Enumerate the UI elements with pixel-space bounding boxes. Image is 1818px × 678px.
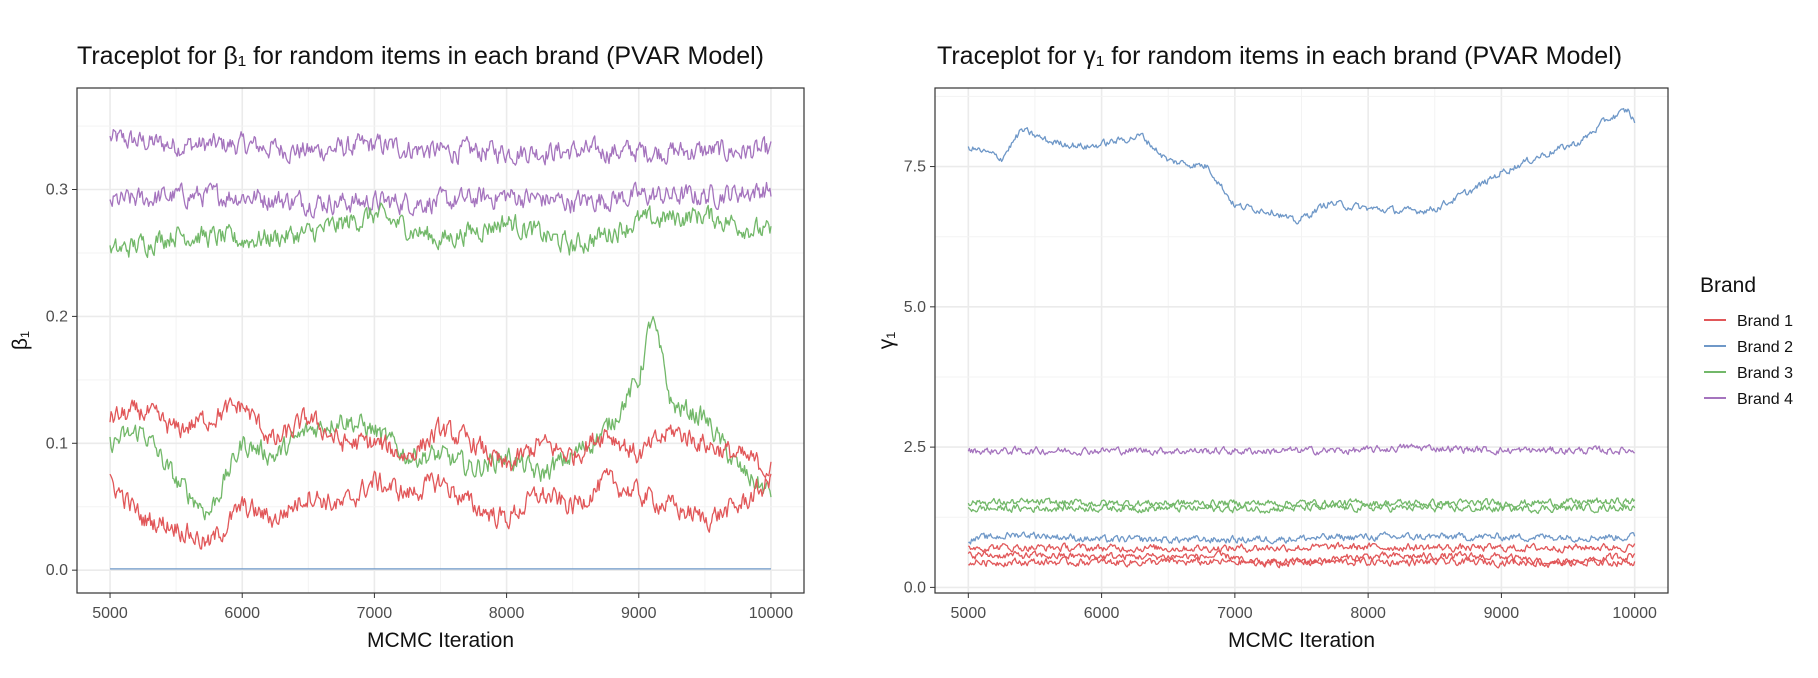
beta1-series-lines <box>109 128 772 570</box>
y-tick-label: 0.0 <box>46 562 68 579</box>
beta1-chart-title: Traceplot for β₁ for random items in eac… <box>77 42 764 70</box>
legend-label: Brand 4 <box>1737 391 1793 408</box>
trace-line-brand-1 <box>109 468 772 550</box>
gamma1-series-lines <box>967 107 1636 569</box>
y-tick-label: 2.5 <box>904 439 926 456</box>
y-tick-label: 0.1 <box>46 435 68 452</box>
x-tick-label: 7000 <box>1217 605 1253 622</box>
beta1-plot-border <box>76 87 805 594</box>
beta1-x-axis-title: MCMC Iteration <box>367 629 514 652</box>
legend: Brand Brand 1 Brand 2 Brand 3 Brand 4 <box>1700 274 1793 408</box>
gamma1-y-axis-title: γ₁ <box>875 332 898 350</box>
trace-line-brand-4 <box>967 443 1635 456</box>
trace-line-brand-2 <box>967 107 1636 225</box>
x-tick-label: 10000 <box>749 605 794 622</box>
y-tick-label: 0.3 <box>46 182 68 199</box>
y-tick-label: 0.0 <box>904 579 926 596</box>
trace-line-brand-2 <box>968 531 1636 545</box>
trace-line-brand-1 <box>968 555 1636 569</box>
trace-line-brand-1 <box>109 397 772 479</box>
legend-label: Brand 1 <box>1737 313 1793 330</box>
x-tick-label: 6000 <box>1084 605 1120 622</box>
beta1-traceplot-panel: Traceplot for β₁ for random items in eac… <box>9 42 805 652</box>
trace-line-brand-3 <box>109 315 772 521</box>
x-tick-label: 9000 <box>621 605 657 622</box>
beta1-gridlines <box>77 88 804 593</box>
x-tick-label: 7000 <box>357 605 393 622</box>
trace-line-brand-3 <box>109 202 772 259</box>
legend-item-brand-4: Brand 4 <box>1704 391 1793 408</box>
gamma1-plot-border <box>934 87 1669 594</box>
gamma1-axis-ticks: 5000 6000 7000 8000 9000 10000 0.0 2.5 5.0 7.5 <box>904 159 1657 622</box>
legend-item-brand-2: Brand 2 <box>1704 339 1793 356</box>
x-tick-label: 8000 <box>489 605 525 622</box>
legend-item-brand-1: Brand 1 <box>1704 313 1793 330</box>
x-tick-label: 5000 <box>951 605 987 622</box>
y-tick-label: 5.0 <box>904 299 926 316</box>
legend-label: Brand 3 <box>1737 365 1793 382</box>
gamma1-chart-title: Traceplot for γ₁ for random items in eac… <box>937 42 1622 70</box>
x-tick-label: 8000 <box>1350 605 1386 622</box>
legend-item-brand-3: Brand 3 <box>1704 365 1793 382</box>
y-tick-label: 0.2 <box>46 308 68 325</box>
trace-line-brand-3 <box>967 502 1636 515</box>
trace-line-brand-4 <box>109 128 772 166</box>
x-tick-label: 5000 <box>92 605 128 622</box>
trace-line-brand-1 <box>967 541 1636 554</box>
y-tick-label: 7.5 <box>904 159 926 176</box>
x-tick-label: 10000 <box>1612 605 1657 622</box>
gamma1-x-axis-title: MCMC Iteration <box>1228 629 1375 652</box>
beta1-axis-ticks: 5000 6000 7000 8000 9000 10000 0.0 0.1 0.2 0.3 <box>46 182 794 622</box>
x-tick-label: 9000 <box>1484 605 1520 622</box>
beta1-y-axis-title: β₁ <box>9 331 32 350</box>
trace-line-brand-4 <box>109 181 772 219</box>
legend-title: Brand <box>1700 274 1756 297</box>
trace-line-brand-3 <box>967 497 1636 509</box>
gamma1-traceplot-panel: Traceplot for γ₁ for random items in eac… <box>875 42 1669 652</box>
legend-items: Brand 1 Brand 2 Brand 3 Brand 4 <box>1704 313 1793 408</box>
x-tick-label: 6000 <box>224 605 260 622</box>
legend-label: Brand 2 <box>1737 339 1793 356</box>
